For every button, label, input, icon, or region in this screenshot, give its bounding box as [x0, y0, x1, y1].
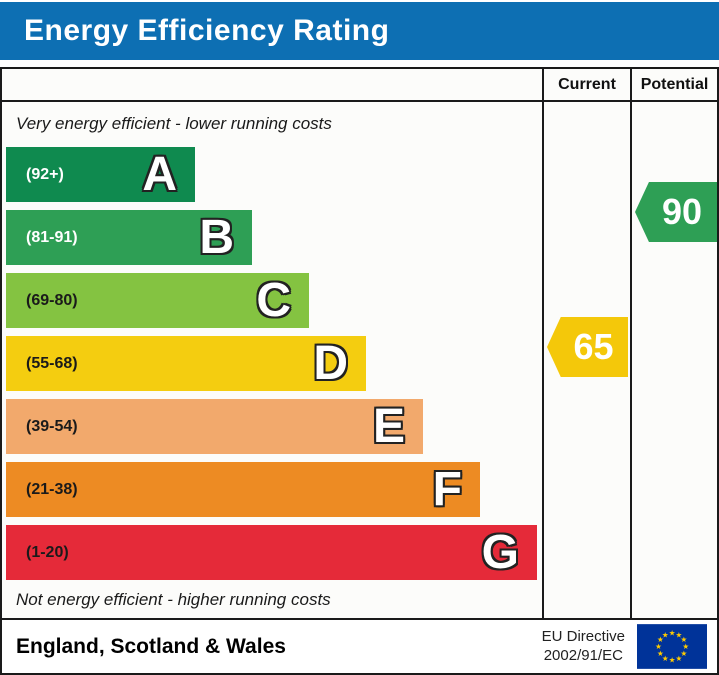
band-d-letter: D: [313, 336, 348, 390]
band-b: (81-91) B: [6, 210, 252, 265]
epc-table: Current Potential Very energy efficient …: [0, 67, 719, 675]
table-body-row: Very energy efficient - lower running co…: [2, 102, 717, 618]
potential-rating-value: 90: [661, 191, 703, 232]
band-c: (69-80) C: [6, 273, 309, 328]
svg-text:★: ★: [676, 630, 683, 639]
rating-scale: Very energy efficient - lower running co…: [2, 102, 542, 618]
band-f-range: (21-38): [26, 480, 78, 498]
eu-flag-icon: ★ ★★★★★★★★★★★: [637, 624, 707, 669]
band-a-range: (92+): [26, 165, 64, 183]
table-header-row: Current Potential: [2, 69, 717, 102]
band-c-letter: C: [256, 273, 291, 327]
potential-rating-arrow: 90: [635, 182, 717, 242]
svg-text:★: ★: [655, 642, 662, 651]
page-title: Energy Efficiency Rating: [24, 14, 390, 47]
band-b-letter: B: [199, 210, 234, 264]
svg-text:★: ★: [662, 630, 669, 639]
column-header-potential: Potential: [630, 69, 717, 100]
footer-region-label: England, Scotland & Wales: [16, 634, 286, 658]
band-g-range: (1-20): [26, 543, 69, 561]
header-spacer: [2, 69, 542, 100]
potential-column: 90: [630, 102, 717, 618]
band-e-range: (39-54): [26, 417, 78, 435]
svg-text:★: ★: [657, 649, 664, 658]
svg-text:★: ★: [657, 635, 664, 644]
band-a-letter: A: [142, 147, 177, 201]
svg-text:★: ★: [682, 642, 689, 651]
band-c-range: (69-80): [26, 291, 78, 309]
current-rating-value: 65: [573, 326, 614, 367]
svg-text:★: ★: [676, 654, 683, 663]
svg-text:★: ★: [680, 635, 687, 644]
eu-flag-field: [637, 624, 707, 669]
band-f-letter: F: [432, 462, 462, 516]
band-d-range: (55-68): [26, 354, 78, 372]
eu-directive-line2: 2002/91/EC: [543, 646, 623, 664]
band-e: (39-54) E: [6, 399, 423, 454]
band-g: (1-20) G: [6, 525, 537, 580]
band-f: (21-38) F: [6, 462, 480, 517]
title-bar: Energy Efficiency Rating: [0, 2, 719, 60]
current-column: 65: [542, 102, 630, 618]
band-a: (92+) A: [6, 147, 195, 202]
band-b-range: (81-91): [26, 228, 78, 246]
footer: England, Scotland & Wales EU Directive 2…: [2, 618, 717, 673]
column-header-current: Current: [542, 69, 630, 100]
caption-not-efficient: Not energy efficient - higher running co…: [16, 590, 331, 609]
svg-text:★: ★: [680, 649, 687, 658]
eu-directive-label: EU Directive 2002/91/EC: [542, 628, 625, 666]
eu-directive-line1: EU Directive: [541, 627, 625, 645]
svg-text:★: ★: [662, 654, 669, 663]
current-rating-arrow: 65: [547, 317, 628, 377]
band-d: (55-68) D: [6, 336, 366, 391]
svg-text:★: ★: [669, 628, 676, 637]
band-g-letter: G: [481, 525, 519, 579]
eu-flag-stars: ★ ★★★★★★★★★★★: [655, 628, 689, 664]
band-e-letter: E: [372, 399, 405, 453]
caption-efficient: Very energy efficient - lower running co…: [16, 114, 332, 133]
svg-text:★: ★: [669, 656, 676, 665]
